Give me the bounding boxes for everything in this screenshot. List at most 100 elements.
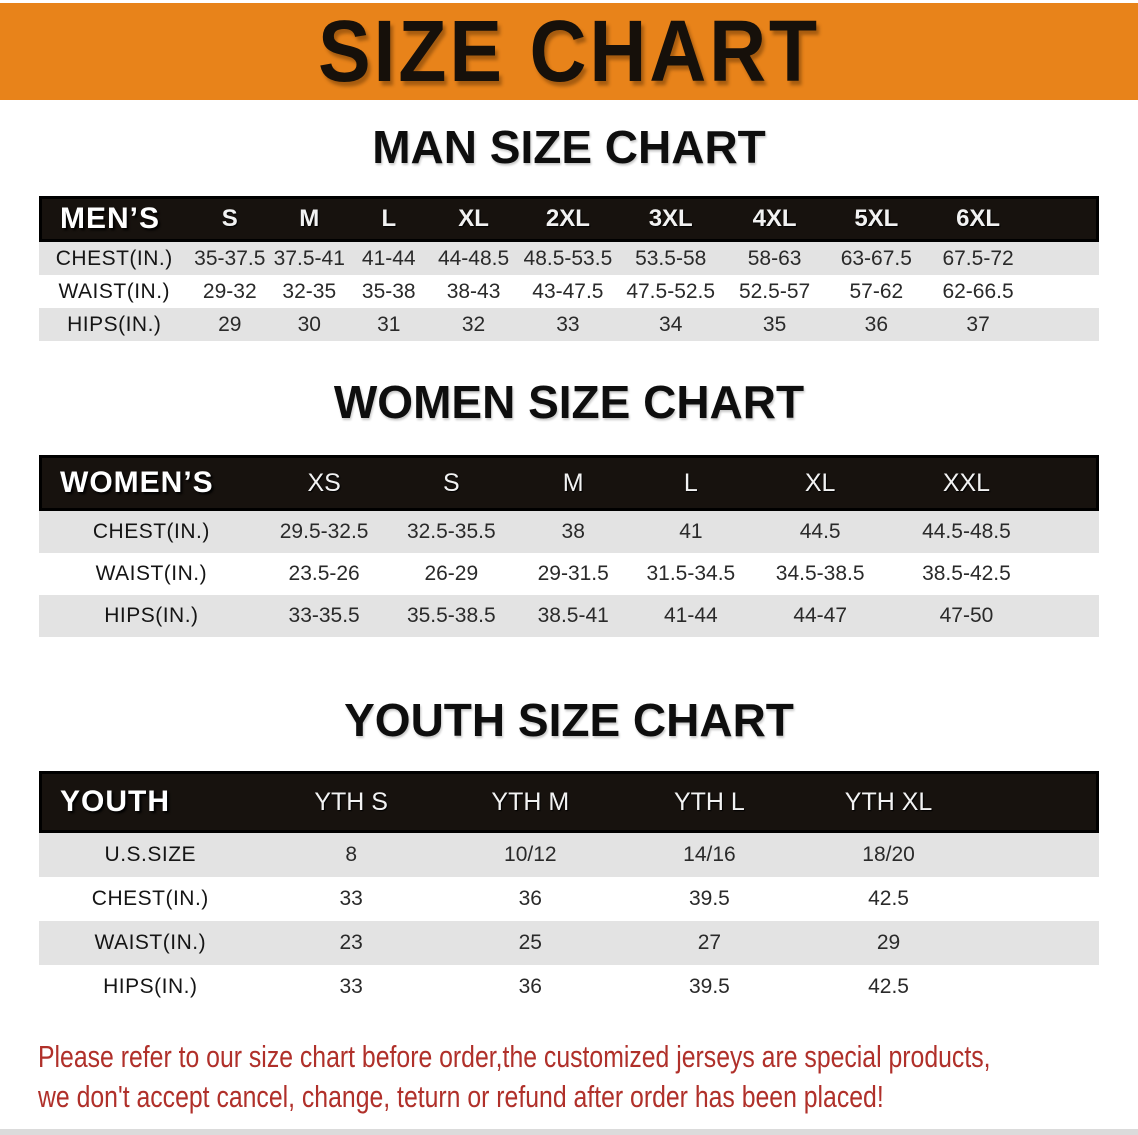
youth-row-spacer-1: [978, 877, 1099, 921]
men-value-1-8: 62-66.5: [927, 275, 1029, 308]
women-column-s: S: [384, 455, 519, 511]
men-value-2-5: 34: [617, 308, 724, 341]
women-value-2-0: 33-35.5: [263, 595, 385, 637]
men-value-1-0: 29-32: [189, 275, 271, 308]
youth-row-hips-in-: HIPS(IN.) 33 36 39.5 42.5: [39, 965, 1099, 1009]
women-row-label-1: WAIST(IN.): [39, 553, 264, 595]
men-row-label-0: CHEST(IN.): [39, 242, 190, 275]
women-value-0-3: 41: [628, 511, 754, 553]
women-column-xxl: XXL: [886, 455, 1046, 511]
disclaimer-line-1: Please refer to our size chart before or…: [38, 1039, 991, 1074]
women-value-0-0: 29.5-32.5: [263, 511, 385, 553]
youth-row-spacer-2: [978, 921, 1099, 965]
youth-value-0-0: 8: [261, 833, 441, 877]
youth-value-2-2: 27: [619, 921, 799, 965]
men-value-1-2: 35-38: [348, 275, 430, 308]
women-value-0-2: 38: [518, 511, 629, 553]
youth-column-yth-l: YTH L: [619, 771, 799, 833]
women-corner-label: WOMEN’S: [39, 455, 264, 511]
men-value-1-4: 43-47.5: [518, 275, 618, 308]
men-size-table: MEN’S S M L XL 2XL 3XL 4XL 5XL 6XL CHEST(IN.) 35-37…: [39, 196, 1099, 341]
disclaimer-line-2: we don't accept cancel, change, teturn o…: [38, 1079, 884, 1114]
youth-row-label-1: CHEST(IN.): [39, 877, 262, 921]
men-value-2-8: 37: [927, 308, 1029, 341]
youth-row-chest-in-: CHEST(IN.) 33 36 39.5 42.5: [39, 877, 1099, 921]
men-row-label-1: WAIST(IN.): [39, 275, 190, 308]
youth-column-yth-s: YTH S: [261, 771, 441, 833]
banner-title: SIZE CHART: [318, 2, 820, 100]
youth-row-u-s-size: U.S.SIZE 8 10/12 14/16 18/20: [39, 833, 1099, 877]
youth-row-label-2: WAIST(IN.): [39, 921, 262, 965]
men-column-xl: XL: [429, 196, 519, 242]
women-row-spacer-2: [1045, 595, 1099, 637]
men-heading: MAN SIZE CHART: [372, 121, 766, 173]
women-heading: WOMEN SIZE CHART: [333, 376, 805, 428]
men-value-2-4: 33: [518, 308, 618, 341]
youth-column-yth-xl: YTH XL: [798, 771, 979, 833]
women-row-waist-in-: WAIST(IN.) 23.5-26 26-29 29-31.5 31.5-34.5 34…: [39, 553, 1099, 595]
men-header-spacer: [1028, 196, 1099, 242]
men-column-4xl: 4XL: [723, 196, 826, 242]
women-value-2-4: 44-47: [753, 595, 887, 637]
women-value-0-1: 32.5-35.5: [384, 511, 519, 553]
youth-row-spacer-0: [978, 833, 1099, 877]
youth-value-1-0: 33: [261, 877, 441, 921]
men-row-spacer-1: [1028, 275, 1099, 308]
women-row-label-0: CHEST(IN.): [39, 511, 264, 553]
youth-value-2-0: 23: [261, 921, 441, 965]
women-column-xl: XL: [753, 455, 887, 511]
men-column-6xl: 6XL: [927, 196, 1029, 242]
women-value-1-4: 34.5-38.5: [753, 553, 887, 595]
men-column-5xl: 5XL: [825, 196, 928, 242]
youth-value-3-1: 36: [440, 965, 620, 1009]
youth-column-yth-m: YTH M: [440, 771, 620, 833]
men-corner-label: MEN’S: [39, 196, 190, 242]
men-value-1-1: 32-35: [270, 275, 349, 308]
men-value-2-7: 36: [825, 308, 928, 341]
women-value-1-0: 23.5-26: [263, 553, 385, 595]
women-row-hips-in-: HIPS(IN.) 33-35.5 35.5-38.5 38.5-41 41-44 44-…: [39, 595, 1099, 637]
men-value-1-6: 52.5-57: [723, 275, 826, 308]
youth-header-row: YOUTH YTH S YTH M YTH L YTH XL: [39, 771, 1099, 833]
men-column-m: M: [270, 196, 349, 242]
youth-value-1-3: 42.5: [798, 877, 979, 921]
youth-header-spacer: [978, 771, 1099, 833]
men-value-2-1: 30: [270, 308, 349, 341]
men-row-hips-in-: HIPS(IN.) 29 30 31 32 33 34 35 36 37: [39, 308, 1099, 341]
women-row-spacer-1: [1045, 553, 1099, 595]
men-header-row: MEN’S S M L XL 2XL 3XL 4XL 5XL 6XL: [39, 196, 1099, 242]
youth-value-2-1: 25: [440, 921, 620, 965]
women-value-2-3: 41-44: [628, 595, 754, 637]
men-value-0-7: 63-67.5: [825, 242, 928, 275]
women-header-spacer: [1045, 455, 1099, 511]
women-header-row: WOMEN’S XS S M L XL XXL: [39, 455, 1099, 511]
youth-row-spacer-3: [978, 965, 1099, 1009]
men-value-2-6: 35: [723, 308, 826, 341]
men-value-0-0: 35-37.5: [189, 242, 271, 275]
men-value-2-2: 31: [348, 308, 430, 341]
women-size-table: WOMEN’S XS S M L XL XXL CHEST(IN.) 29.5-32.5 32.5…: [39, 455, 1099, 637]
youth-value-2-3: 29: [798, 921, 979, 965]
women-row-spacer-0: [1045, 511, 1099, 553]
men-value-1-7: 57-62: [825, 275, 928, 308]
women-value-2-5: 47-50: [886, 595, 1046, 637]
youth-value-1-2: 39.5: [619, 877, 799, 921]
chart-sections: MAN SIZE CHART MEN’S S M L XL 2XL 3XL 4XL 5XL 6XL C…: [0, 124, 1138, 1009]
men-value-0-8: 67.5-72: [927, 242, 1029, 275]
men-column-s: S: [189, 196, 271, 242]
women-value-2-2: 38.5-41: [518, 595, 629, 637]
women-column-xs: XS: [263, 455, 385, 511]
women-value-0-5: 44.5-48.5: [886, 511, 1046, 553]
section-men: MAN SIZE CHART MEN’S S M L XL 2XL 3XL 4XL 5XL 6XL C…: [0, 124, 1138, 341]
youth-row-label-0: U.S.SIZE: [39, 833, 262, 877]
bottom-edge-decoration: [0, 1129, 1138, 1135]
youth-row-label-3: HIPS(IN.): [39, 965, 262, 1009]
men-row-label-2: HIPS(IN.): [39, 308, 190, 341]
youth-value-0-1: 10/12: [440, 833, 620, 877]
women-value-1-3: 31.5-34.5: [628, 553, 754, 595]
men-value-0-4: 48.5-53.5: [518, 242, 618, 275]
women-column-m: M: [518, 455, 629, 511]
men-value-0-5: 53.5-58: [617, 242, 724, 275]
men-value-0-6: 58-63: [723, 242, 826, 275]
